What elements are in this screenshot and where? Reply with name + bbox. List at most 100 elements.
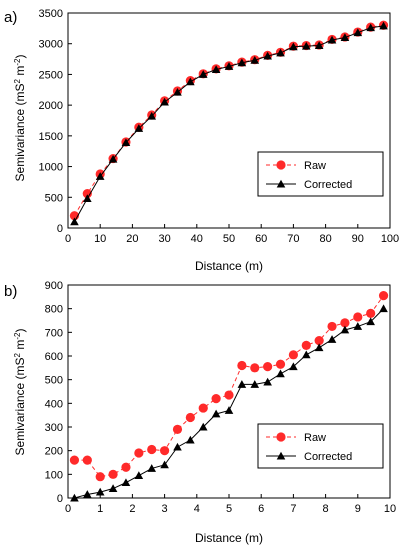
data-point-raw-b	[327, 321, 337, 332]
data-point-corrected-b	[314, 343, 324, 352]
y-axis-title-a-sup2: -2	[13, 58, 22, 66]
legend-label-corrected-a: Corrected	[304, 179, 352, 191]
data-point-corrected-a	[186, 77, 195, 86]
y-axis-title-a-end: )	[13, 55, 27, 59]
data-point-corrected-b	[211, 409, 221, 418]
legend-box-b	[257, 423, 384, 469]
y-tick-label-b: 300	[45, 422, 63, 434]
data-point-corrected-a	[340, 33, 350, 42]
data-point-corrected-a	[83, 194, 92, 202]
data-point-corrected-b	[250, 380, 260, 388]
y-axis-title-a-main: Semivariance (mS	[13, 83, 27, 181]
data-point-corrected-a	[353, 28, 363, 37]
legend-label-raw-b: Raw	[304, 432, 326, 444]
panel-a: a) 0 10 20 30 40 50 60 70 80 90 100050010001500200…	[4, 8, 399, 273]
x-tick-label-b: 8	[323, 503, 329, 515]
data-point-corrected-a	[327, 35, 337, 44]
data-point-raw-b	[185, 412, 195, 423]
data-point-corrected-a	[70, 217, 79, 226]
legend-marker-raw-b	[276, 432, 286, 442]
y-tick-label-b: 500	[45, 375, 63, 387]
data-point-corrected-a	[95, 172, 105, 180]
x-tick-label-b: 4	[194, 503, 200, 515]
x-axis-title-b: Distance (m)	[195, 531, 263, 545]
legend-box-a	[257, 151, 384, 197]
data-point-corrected-b	[340, 325, 350, 334]
data-point-corrected-a	[237, 58, 247, 67]
data-point-raw-b	[340, 318, 350, 328]
plot-area-a: 0 10 20 30 40 50 60 70 80 90 100050010001500200025…	[39, 8, 400, 245]
y-axis-title-b-sup: 2	[13, 352, 22, 357]
data-point-raw-b	[263, 362, 273, 372]
data-point-corrected-b	[147, 464, 157, 472]
y-tick-label-a: 3500	[39, 8, 63, 20]
x-tick-label-a: 70	[287, 233, 299, 245]
legend-label-corrected-b: Corrected	[304, 451, 352, 463]
y-tick-label-a: 1000	[39, 162, 63, 174]
data-point-raw-b	[134, 448, 144, 458]
y-axis-title-b-sup2: -2	[13, 332, 22, 340]
x-tick-label-a: 80	[319, 233, 331, 245]
y-tick-label-a: 2500	[39, 69, 63, 81]
x-tick-label-b: 3	[162, 503, 168, 515]
y-tick-label-a: 2000	[39, 100, 63, 112]
x-tick-label-a: 60	[255, 233, 267, 245]
data-point-corrected-b	[70, 493, 79, 502]
x-tick-label-a: 0	[65, 233, 71, 245]
y-tick-label-b: 900	[45, 280, 63, 292]
data-point-corrected-b	[186, 435, 195, 444]
panel-b: b) 0 1 2 3 4 5 6 7 8 9 100100200300400500600700800…	[4, 280, 396, 545]
data-point-raw-b	[147, 444, 157, 455]
x-tick-label-b: 1	[97, 503, 103, 515]
y-axis-title-b-main: Semivariance (mS	[13, 357, 27, 455]
data-point-corrected-a	[198, 70, 208, 78]
x-tick-label-b: 10	[384, 503, 396, 515]
x-tick-label-a: 30	[158, 233, 170, 245]
data-point-raw-b	[288, 350, 298, 360]
x-tick-label-a: 20	[126, 233, 138, 245]
y-axis-title-b-mid: m	[13, 340, 27, 353]
data-point-corrected-a	[276, 48, 285, 57]
y-tick-label-a: 0	[57, 223, 63, 235]
y-tick-label-b: 600	[45, 351, 63, 363]
y-axis-title-a: Semivariance (mS2 m-2)	[13, 55, 27, 182]
data-point-raw-b	[301, 340, 311, 350]
y-tick-label-b: 100	[45, 469, 63, 481]
data-point-corrected-b	[263, 377, 272, 386]
data-point-raw-b	[69, 455, 80, 465]
data-point-raw-b	[121, 462, 131, 472]
y-tick-label-b: 700	[45, 327, 63, 339]
data-point-corrected-a	[121, 138, 131, 147]
x-tick-label-b: 5	[226, 503, 232, 515]
data-point-raw-b	[237, 360, 247, 371]
data-point-corrected-a	[263, 51, 272, 60]
data-point-corrected-a	[301, 41, 311, 50]
data-point-corrected-b	[327, 335, 337, 343]
data-point-raw-b	[275, 359, 286, 369]
data-point-corrected-a	[160, 97, 169, 106]
data-point-corrected-b	[121, 478, 131, 487]
data-point-corrected-b	[134, 471, 144, 479]
data-point-raw-b	[172, 424, 183, 434]
data-point-corrected-b	[366, 317, 375, 326]
data-point-raw-b	[82, 455, 92, 465]
y-tick-label-b: 200	[45, 446, 63, 458]
data-point-raw-b	[198, 403, 208, 413]
x-tick-label-b: 6	[258, 503, 264, 515]
legend-a: Raw Corrected	[257, 151, 384, 197]
y-tick-label-a: 500	[45, 192, 63, 204]
data-point-corrected-a	[211, 65, 221, 73]
data-point-corrected-a	[250, 56, 260, 64]
data-point-corrected-a	[173, 87, 182, 96]
data-point-raw-b	[378, 291, 389, 301]
x-tick-label-b: 0	[65, 503, 71, 515]
data-point-raw-b	[160, 446, 170, 456]
data-point-corrected-a	[108, 154, 118, 163]
data-point-corrected-b	[289, 362, 298, 371]
data-point-corrected-b	[160, 460, 169, 469]
y-axis-title-b-end: )	[13, 329, 27, 333]
data-point-corrected-b	[198, 422, 208, 431]
data-point-raw-b	[211, 394, 221, 404]
data-point-raw-b	[250, 363, 260, 373]
